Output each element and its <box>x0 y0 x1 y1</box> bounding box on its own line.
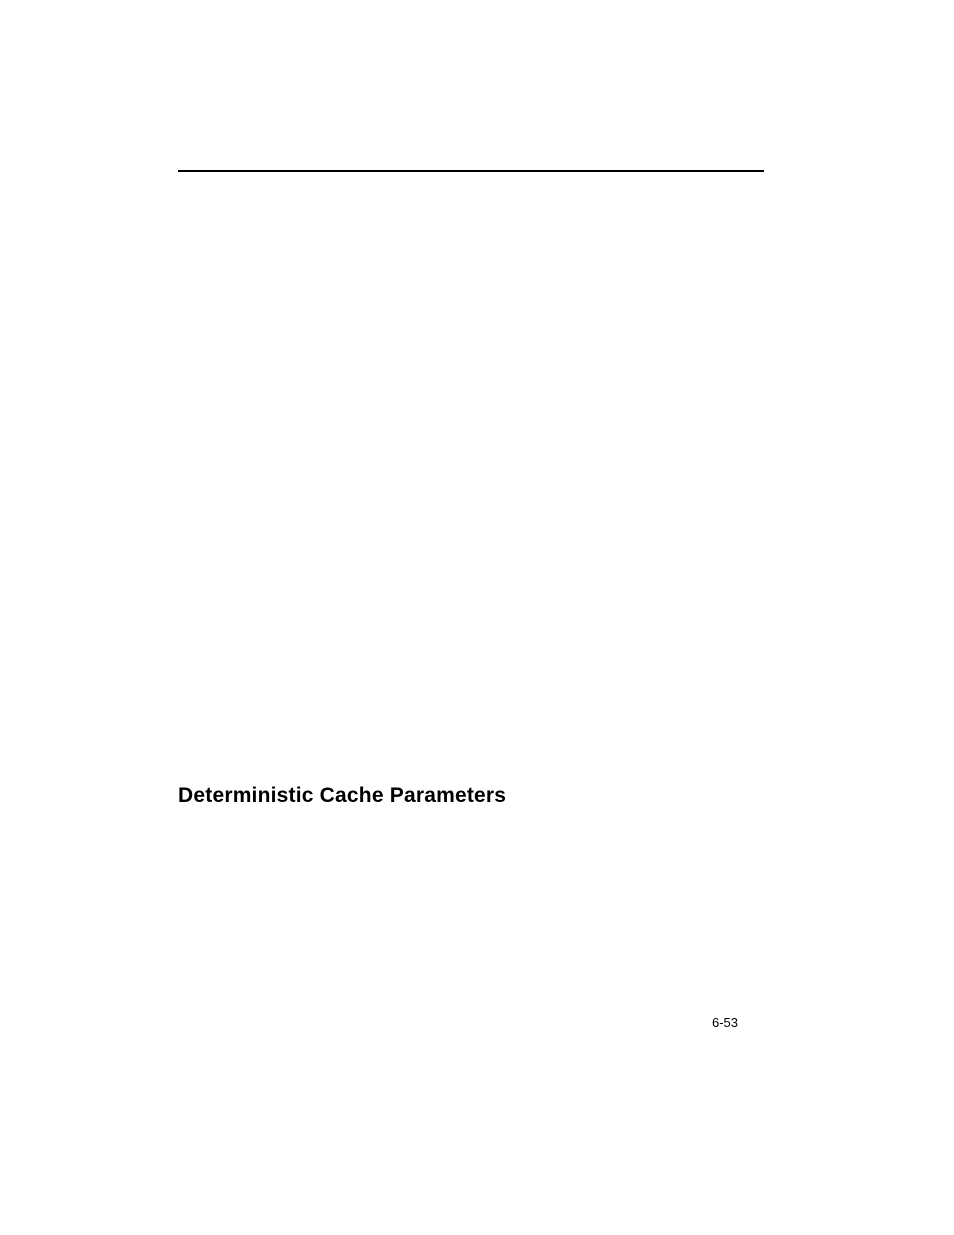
header-rule <box>178 170 764 172</box>
section-heading: Deterministic Cache Parameters <box>178 784 506 808</box>
page-number: 6-53 <box>712 1015 738 1030</box>
